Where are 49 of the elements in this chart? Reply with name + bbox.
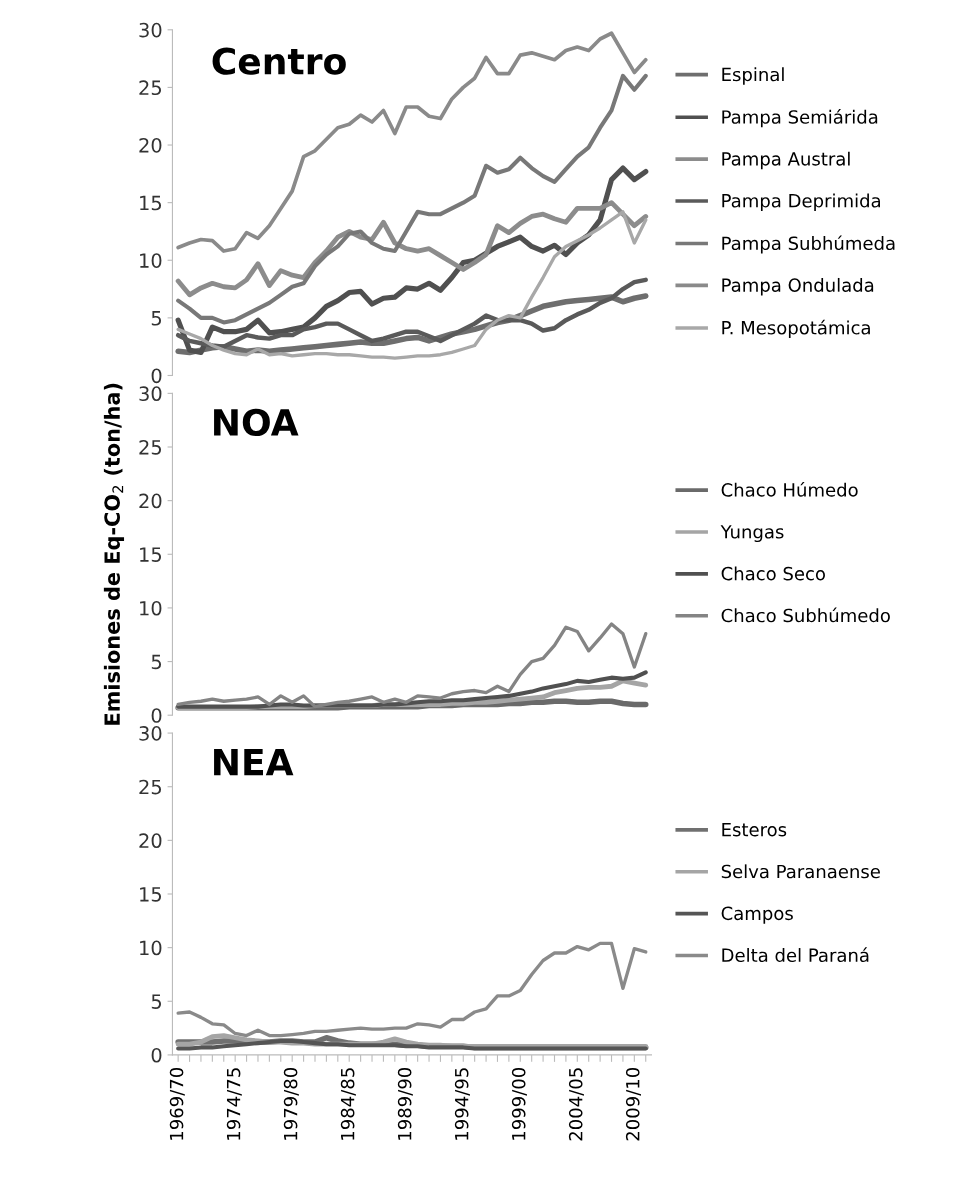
x-tick-label: 1979/80 — [283, 1067, 299, 1140]
y-axis-title: Emisiones de Eq-CO$_{2}$ (ton/ha) — [103, 383, 125, 725]
legend-label: Campos — [721, 906, 793, 924]
x-tick-label: 1994/95 — [454, 1068, 470, 1140]
legend-label: Chaco Seco — [721, 566, 825, 581]
y-tick-label: 0 — [151, 1047, 162, 1063]
x-tick-label: 2009/10 — [625, 1067, 641, 1141]
y-tick-label: 10 — [140, 600, 162, 616]
chart-title: NOA — [214, 408, 299, 437]
chart-title: NEA — [214, 748, 294, 776]
y-tick-label: 15 — [140, 887, 162, 902]
y-tick-label: 25 — [139, 779, 162, 795]
x-tick-label: 1989/90 — [397, 1067, 413, 1140]
x-tick-label: 1974/75 — [226, 1068, 242, 1140]
y-tick-label: 10 — [140, 940, 162, 956]
chart-title: Centro — [212, 47, 346, 75]
y-tick-label: 25 — [139, 439, 162, 455]
y-tick-label: 10 — [140, 253, 162, 268]
legend-label: Pampa Subhúmeda — [722, 235, 895, 254]
legend-label: P. Mesopotámica — [722, 319, 870, 339]
y-tick-label: 30 — [139, 22, 162, 38]
legend-label: Pampa Deprimida — [722, 193, 880, 212]
y-tick-label: 30 — [139, 726, 162, 741]
y-tick-label: 5 — [151, 994, 162, 1009]
y-tick-label: 5 — [151, 654, 162, 670]
y-tick-label: 20 — [139, 137, 162, 153]
legend-label: Selva Paranaense — [721, 864, 880, 879]
y-tick-label: 20 — [139, 493, 162, 509]
x-tick-label: 1999/00 — [511, 1067, 527, 1140]
x-tick-label: 1984/85 — [340, 1068, 356, 1140]
legend-label: Pampa Ondulada — [722, 277, 874, 296]
legend-label: Pampa Semiárida — [722, 109, 878, 128]
y-tick-label: 5 — [151, 311, 162, 326]
x-tick-label: 2004/05 — [568, 1068, 584, 1141]
y-tick-label: 15 — [140, 547, 162, 562]
legend-label: Espinal — [722, 67, 784, 85]
legend-label: Delta del Paraná — [722, 947, 869, 963]
y-tick-label: 30 — [139, 386, 162, 402]
x-tick-label: 1969/70 — [169, 1067, 185, 1140]
y-tick-label: 0 — [151, 368, 162, 384]
legend-label: Chaco Subhúmedo — [721, 607, 890, 623]
legend-label: Yungas — [720, 525, 784, 543]
legend-label: Esteros — [722, 823, 787, 837]
legend-label: Chaco Húmedo — [721, 482, 858, 497]
y-tick-label: 15 — [140, 195, 162, 211]
legend-label: Pampa Austral — [722, 151, 850, 170]
y-tick-label: 25 — [139, 80, 162, 96]
y-tick-label: 20 — [139, 833, 162, 849]
y-tick-label: 0 — [151, 708, 162, 723]
